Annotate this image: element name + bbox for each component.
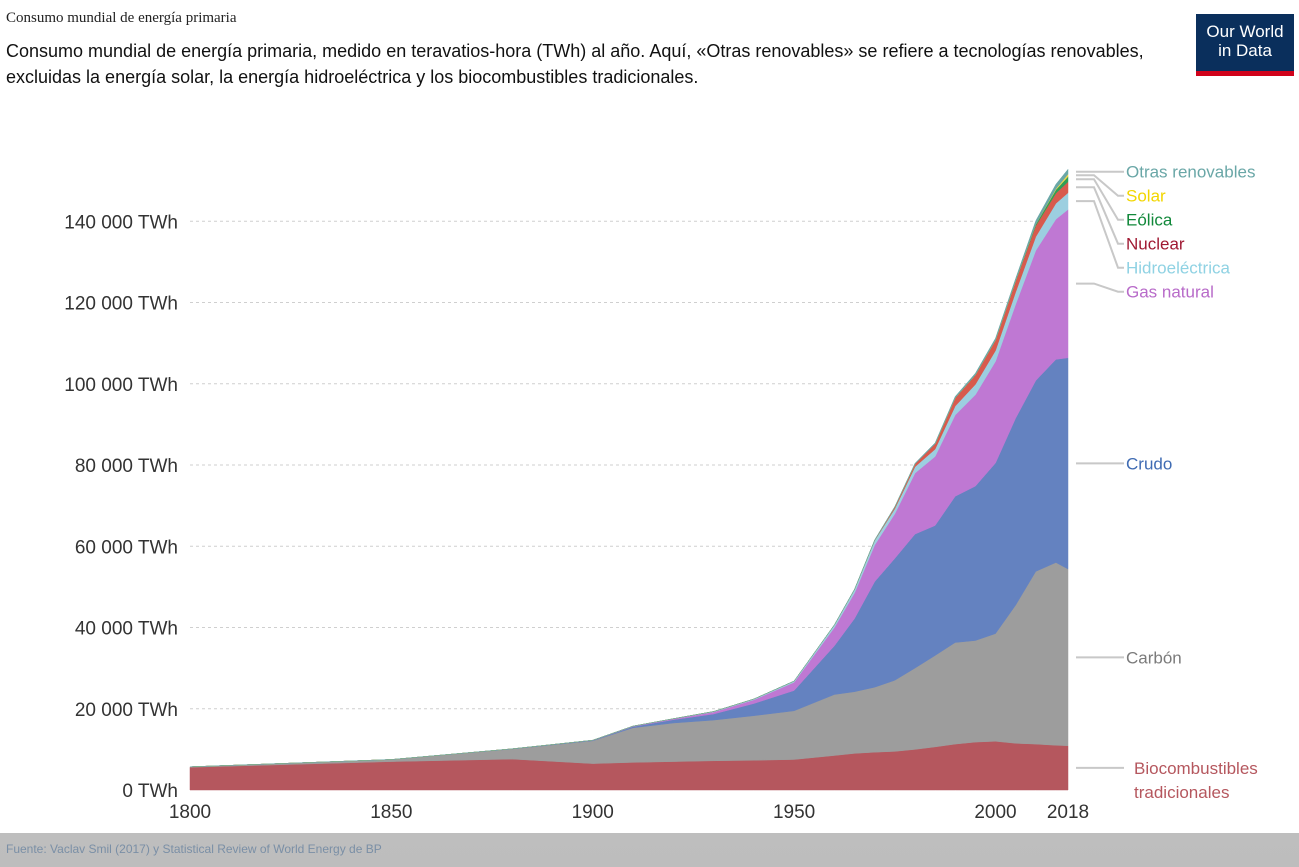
x-tick-label: 1900 <box>572 802 614 823</box>
legend: Otras renovables Solar Eólica Nuclear Hidroe… <box>1076 163 1258 802</box>
y-tick-label: 120 000 TWh <box>64 294 178 315</box>
grid-layer <box>190 220 1068 710</box>
legend-connector <box>1076 186 1124 245</box>
logo-red-bar <box>1196 71 1294 76</box>
legend-connector <box>1076 282 1124 293</box>
area-otras-renovables <box>189 168 1069 768</box>
logo-line-1: Our World <box>1206 22 1284 41</box>
legend-label-carbon: Carbón <box>1126 648 1182 667</box>
y-tick-label: 100 000 TWh <box>64 375 178 396</box>
chart-panel <box>0 0 1299 833</box>
stacked-area-chart: 0 TWh 20 000 TWh 40 000 TWh 60 000 TWh 80 00… <box>64 163 1258 823</box>
y-axis-labels: 0 TWh 20 000 TWh 40 000 TWh 60 000 TWh 80 00… <box>64 212 178 802</box>
y-tick-label: 80 000 TWh <box>75 456 178 477</box>
area-layer <box>189 168 1069 791</box>
x-tick-label: 1850 <box>370 802 412 823</box>
legend-label-nuclear: Nuclear <box>1126 235 1185 254</box>
y-tick-label: 20 000 TWh <box>75 700 178 721</box>
legend-label-otras-renovables: Otras renovables <box>1126 163 1255 182</box>
y-tick-label: 140 000 TWh <box>64 212 178 233</box>
x-axis-labels: 1800 1850 1900 1950 2000 2018 <box>169 802 1089 823</box>
legend-label-biocombustibles-tradicionales: tradicionales <box>1134 783 1229 802</box>
chart-subtitle: Consumo mundial de energía primaria, med… <box>6 41 1144 87</box>
legend-label-hidroelectrica: Hidroeléctrica <box>1126 259 1230 278</box>
legend-label-eolica: Eólica <box>1126 211 1173 230</box>
x-tick-label: 1950 <box>773 802 815 823</box>
x-tick-label: 2000 <box>974 802 1016 823</box>
legend-connector <box>1076 174 1124 197</box>
legend-label-solar: Solar <box>1126 187 1166 206</box>
logo-line-2: in Data <box>1218 41 1272 60</box>
x-tick-label: 2018 <box>1047 802 1089 823</box>
legend-connector <box>1076 200 1124 269</box>
legend-label-crudo: Crudo <box>1126 454 1172 473</box>
y-tick-label: 40 000 TWh <box>75 619 178 640</box>
legend-label-gas-natural: Gas natural <box>1126 283 1214 302</box>
legend-label-biocombustibles-tradicionales: Biocombustibles <box>1134 759 1258 778</box>
y-tick-label: 60 000 TWh <box>75 537 178 558</box>
our-world-in-data-logo[interactable]: Our World in Data <box>1196 14 1294 76</box>
chart-title: Consumo mundial de energía primaria <box>6 10 237 26</box>
x-tick-label: 1800 <box>169 802 211 823</box>
y-tick-label: 0 TWh <box>122 781 178 802</box>
source-note: Fuente: Vaclav Smil (2017) y Statistical… <box>6 842 382 856</box>
legend-connector <box>1076 178 1124 221</box>
